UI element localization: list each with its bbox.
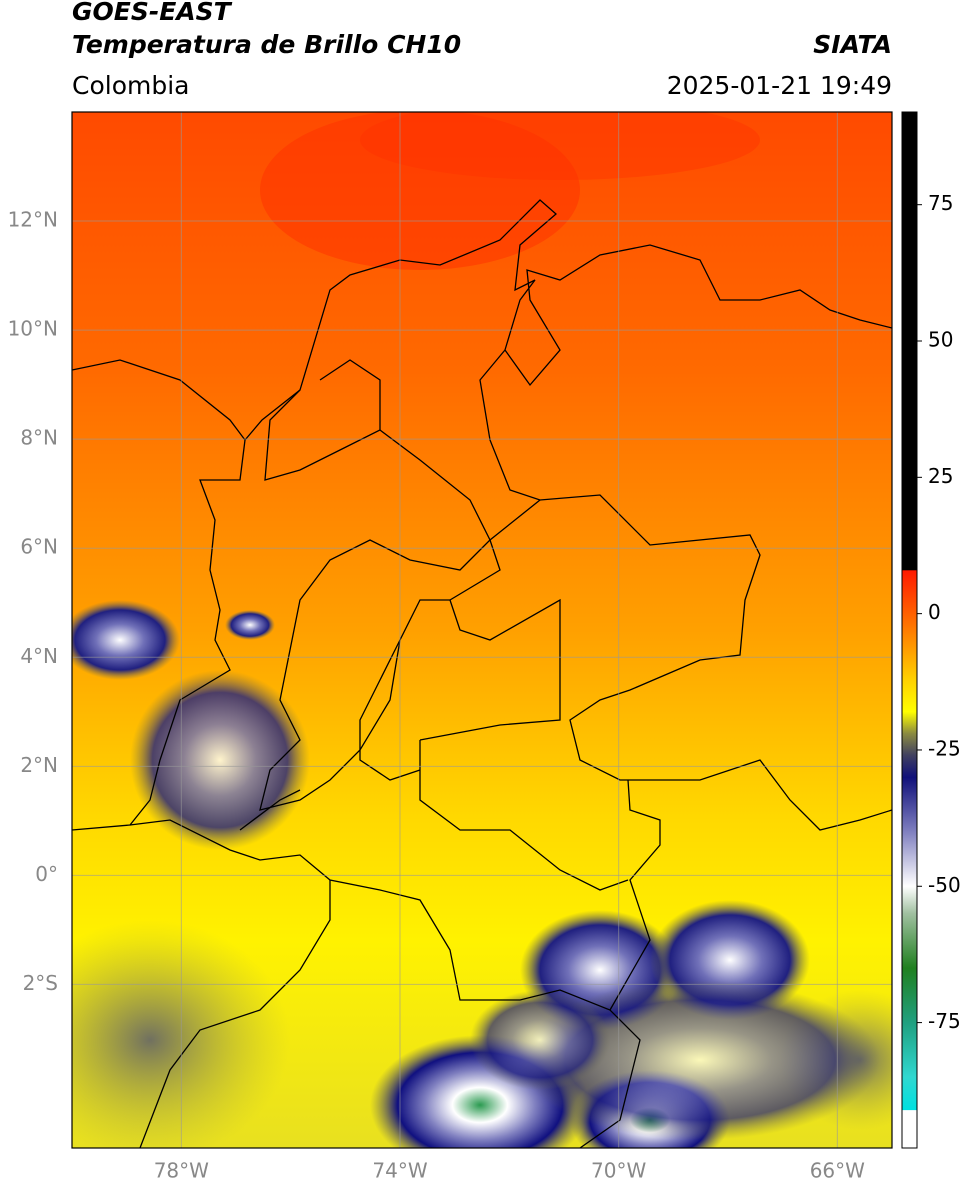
- colorbar-tick-label: 50: [928, 328, 953, 352]
- satellite-image: [72, 112, 892, 1148]
- colorbar-tick-label: 75: [928, 191, 953, 215]
- colorbar-tick-label: -25: [928, 736, 961, 760]
- region: Colombia: [72, 71, 189, 100]
- y-tick-label: 12°N: [8, 208, 58, 232]
- colorbar-tick-label: 0: [928, 600, 941, 624]
- y-tick-label: 8°N: [20, 426, 58, 450]
- colorbar-tick-label: -75: [928, 1009, 961, 1033]
- y-tick-label: 4°N: [20, 644, 58, 668]
- datetime: 2025-01-21 19:49: [667, 71, 892, 100]
- x-tick-label: 74°W: [372, 1159, 427, 1183]
- colorbar: [901, 111, 918, 1149]
- subtitle: Temperatura de Brillo CH10: [72, 30, 461, 59]
- y-tick-label: 2°N: [20, 753, 58, 777]
- y-tick-label: 0°: [35, 862, 58, 886]
- y-tick-label: 2°S: [23, 971, 58, 995]
- colorbar-tick-label: 25: [928, 464, 953, 488]
- title: GOES-EAST: [72, 0, 233, 26]
- plot-frame: [71, 111, 893, 1149]
- x-tick-label: 66°W: [810, 1159, 865, 1183]
- x-tick-label: 78°W: [154, 1159, 209, 1183]
- source: SIATA: [813, 30, 892, 59]
- x-tick-label: 70°W: [591, 1159, 646, 1183]
- y-tick-label: 10°N: [8, 317, 58, 341]
- colorbar-tick-label: -50: [928, 873, 961, 897]
- graticule: [72, 112, 892, 1148]
- y-tick-label: 6°N: [20, 535, 58, 559]
